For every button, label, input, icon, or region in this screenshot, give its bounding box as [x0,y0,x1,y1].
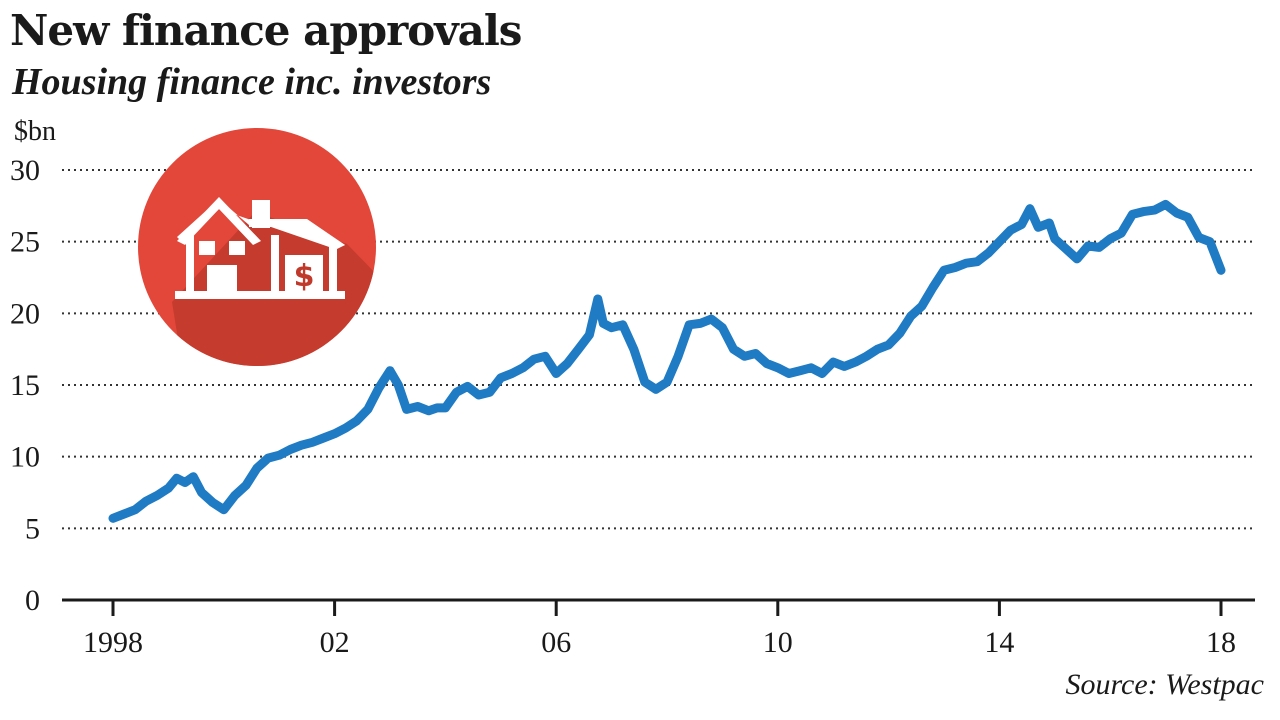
x-tick-label: 06 [541,626,571,659]
y-tick-label: 30 [10,154,40,187]
y-tick-label: 10 [10,441,40,474]
x-tick-label: 1998 [83,626,143,659]
chart-title: New finance approvals [10,6,522,55]
x-tick-label: 14 [984,626,1014,659]
y-tick-label: 15 [10,369,40,402]
source-note: Source: Westpac [1065,668,1264,701]
x-tick-label: 10 [763,626,793,659]
y-tick-label: 0 [25,584,40,617]
x-axis: 1998 02 06 10 14 18 [62,598,1255,659]
y-tick-label: 5 [25,512,40,545]
x-tick-label: 18 [1206,626,1236,659]
x-tick-label: 02 [320,626,350,659]
y-axis: 0 5 10 15 20 25 30 [10,154,40,617]
house-icon: $ [175,197,345,299]
chart-subtitle: Housing finance inc. investors [12,61,492,103]
dollar-sign: $ [294,259,315,294]
y-tick-label: 20 [10,297,40,330]
y-unit-label: $bn [14,116,56,147]
series-line [108,199,1226,523]
house-dollar-icon: $ [138,128,376,366]
y-tick-label: 25 [10,226,40,259]
icon-shadow [172,212,376,366]
